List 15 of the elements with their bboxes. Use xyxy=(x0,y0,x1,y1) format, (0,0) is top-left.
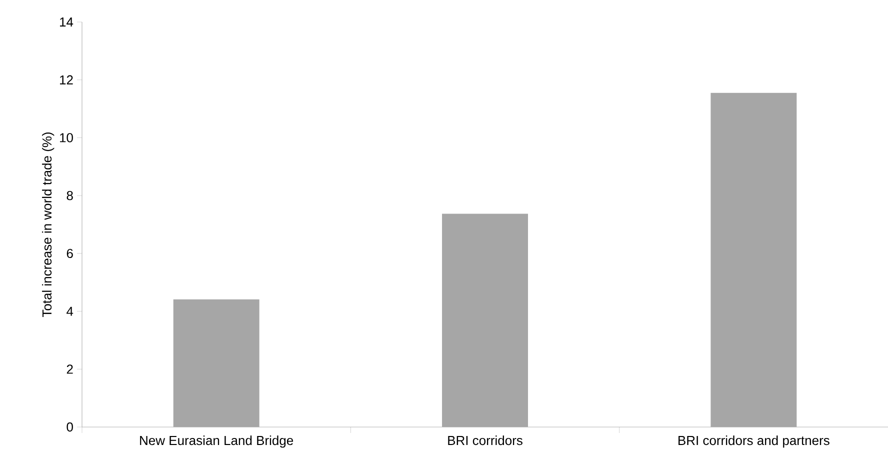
y-tick-label: 0 xyxy=(66,422,73,432)
y-tick-label: 12 xyxy=(60,75,73,84)
y-tick-label: 6 xyxy=(66,248,73,258)
y-tick-label: 8 xyxy=(66,190,73,200)
y-axis-title: Total increase in world trade (%) xyxy=(42,132,54,318)
x-tick-label: BRI corridors and partners xyxy=(678,436,830,448)
y-tick-label: 4 xyxy=(66,306,74,316)
y-tick-label: 14 xyxy=(60,18,74,26)
y-tick-label: 2 xyxy=(66,364,73,374)
bar xyxy=(173,299,260,427)
bar xyxy=(442,214,528,427)
y-tick-label: 10 xyxy=(60,133,73,142)
x-tick-label: New Eurasian Land Bridge xyxy=(140,436,294,448)
x-tick-label: BRI corridors xyxy=(448,436,522,446)
bar xyxy=(710,92,797,427)
